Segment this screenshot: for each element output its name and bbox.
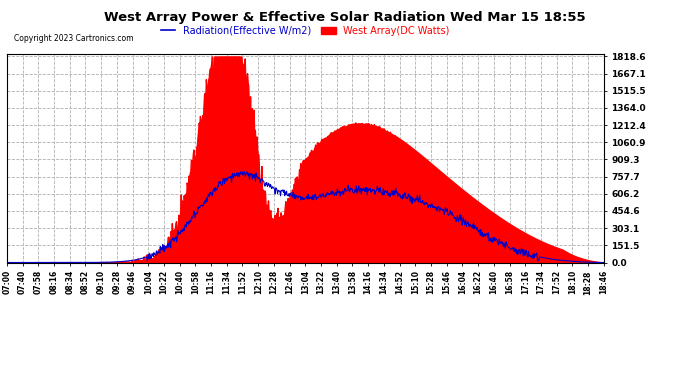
Text: West Array Power & Effective Solar Radiation Wed Mar 15 18:55: West Array Power & Effective Solar Radia… [104,11,586,24]
Text: Copyright 2023 Cartronics.com: Copyright 2023 Cartronics.com [14,34,133,43]
Legend: Radiation(Effective W/m2), West Array(DC Watts): Radiation(Effective W/m2), West Array(DC… [157,22,454,39]
